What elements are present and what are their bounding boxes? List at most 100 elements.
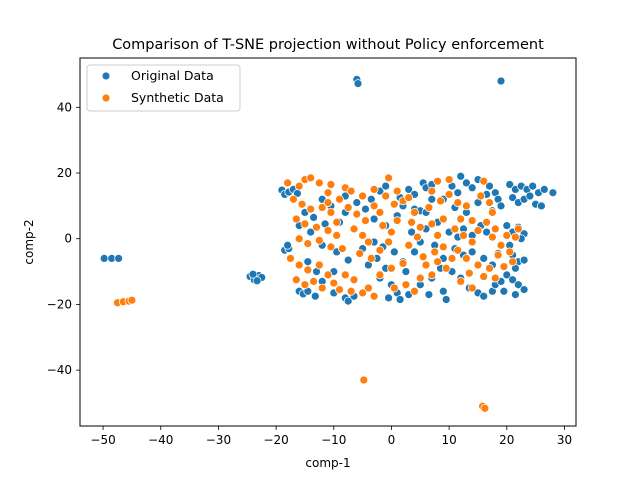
synthetic-data-point <box>427 219 437 229</box>
original-data-point <box>401 267 411 276</box>
x-tick-label: 20 <box>499 433 514 447</box>
x-tick-label: −10 <box>321 433 346 447</box>
original-data-point <box>456 171 466 181</box>
synthetic-data-point <box>309 277 318 286</box>
original-data-point <box>438 286 448 296</box>
synthetic-data-point <box>375 208 385 217</box>
synthetic-data-point <box>314 260 324 270</box>
synthetic-data-point <box>358 288 367 298</box>
original-data-point <box>381 181 391 191</box>
synthetic-data-point <box>294 234 304 244</box>
synthetic-data-point <box>291 275 301 285</box>
synthetic-data-point <box>364 237 373 247</box>
original-data-point <box>502 221 512 230</box>
synthetic-data-point <box>349 275 359 285</box>
original-data-point <box>511 290 520 299</box>
synthetic-data-point <box>401 280 411 290</box>
legend-marker-original <box>101 71 111 81</box>
synthetic-data-point <box>433 257 442 267</box>
synthetic-data-point <box>462 254 471 263</box>
chart-title: Comparison of T-SNE projection without P… <box>112 37 544 53</box>
synthetic-data-point <box>421 260 431 270</box>
synthetic-data-point <box>317 203 327 212</box>
synthetic-data-point <box>326 208 336 217</box>
synthetic-data-point <box>303 239 313 248</box>
x-tick-label: −30 <box>206 433 231 447</box>
synthetic-data-point <box>488 232 497 242</box>
synthetic-data-point <box>467 216 477 225</box>
synthetic-data-point <box>490 273 500 283</box>
original-data-point <box>353 79 363 88</box>
x-axis-label: comp-1 <box>305 456 350 470</box>
synthetic-data-point <box>369 185 379 194</box>
synthetic-data-point <box>433 176 442 186</box>
x-tick-label: 0 <box>388 433 396 447</box>
synthetic-data-point <box>404 240 414 250</box>
original-data-point <box>427 194 437 204</box>
synthetic-data-point <box>485 263 494 273</box>
synthetic-data-point <box>127 295 137 305</box>
synthetic-data-point <box>389 199 399 209</box>
original-data-point <box>369 214 379 224</box>
synthetic-data-point <box>444 190 454 199</box>
synthetic-data-point <box>317 283 327 293</box>
original-data-point <box>384 293 393 303</box>
synthetic-data-point <box>436 196 445 206</box>
original-data-point <box>519 255 529 265</box>
synthetic-data-point <box>300 280 310 290</box>
synthetic-data-point <box>329 278 339 288</box>
original-data-point <box>502 270 512 280</box>
y-tick-label: 0 <box>64 232 72 246</box>
synthetic-data-point <box>289 194 298 204</box>
synthetic-data-point <box>326 242 336 252</box>
synthetic-data-point <box>384 237 393 247</box>
synthetic-data-point <box>464 268 474 278</box>
original-data-point <box>310 291 320 301</box>
synthetic-data-point <box>312 222 321 232</box>
synthetic-data-point <box>332 231 342 240</box>
synthetic-data-point <box>306 204 316 214</box>
synthetic-data-point <box>335 285 344 294</box>
synthetic-data-point <box>352 209 362 219</box>
synthetic-data-point <box>410 286 419 296</box>
synthetic-data-point <box>490 224 500 234</box>
x-tick-label: −40 <box>148 433 173 447</box>
original-data-point <box>410 247 419 257</box>
original-data-point <box>361 204 370 214</box>
synthetic-data-point <box>346 286 356 296</box>
synthetic-data-point <box>413 232 422 242</box>
synthetic-data-point <box>508 257 517 267</box>
synthetic-data-point <box>485 198 494 207</box>
synthetic-data-point <box>369 291 379 301</box>
synthetic-data-point <box>513 224 523 234</box>
original-data-point <box>528 181 538 191</box>
synthetic-data-point <box>340 270 350 280</box>
original-data-point <box>309 213 318 222</box>
synthetic-data-point <box>361 216 370 225</box>
original-data-point <box>513 280 523 290</box>
x-tick-label: 10 <box>441 433 456 447</box>
synthetic-data-point <box>473 226 483 235</box>
original-data-point <box>424 290 434 299</box>
y-axis-label: comp-2 <box>22 219 36 264</box>
original-data-point <box>407 227 416 237</box>
synthetic-data-point <box>441 263 451 273</box>
synthetic-data-point <box>286 254 295 263</box>
synthetic-data-point <box>482 217 491 227</box>
original-data-point <box>479 254 489 263</box>
synthetic-data-point <box>369 201 379 211</box>
synthetic-data-point <box>387 263 396 273</box>
synthetic-data-point <box>338 244 347 253</box>
original-data-point <box>395 295 405 304</box>
synthetic-data-point <box>499 262 509 271</box>
synthetic-data-point <box>424 203 434 212</box>
synthetic-data-point <box>323 198 333 207</box>
original-data-point <box>505 180 515 189</box>
synthetic-data-point <box>323 226 333 235</box>
original-data-point <box>441 295 451 304</box>
synthetic-data-point <box>502 231 512 240</box>
original-data-point <box>496 76 506 86</box>
synthetic-data-point <box>493 250 503 260</box>
